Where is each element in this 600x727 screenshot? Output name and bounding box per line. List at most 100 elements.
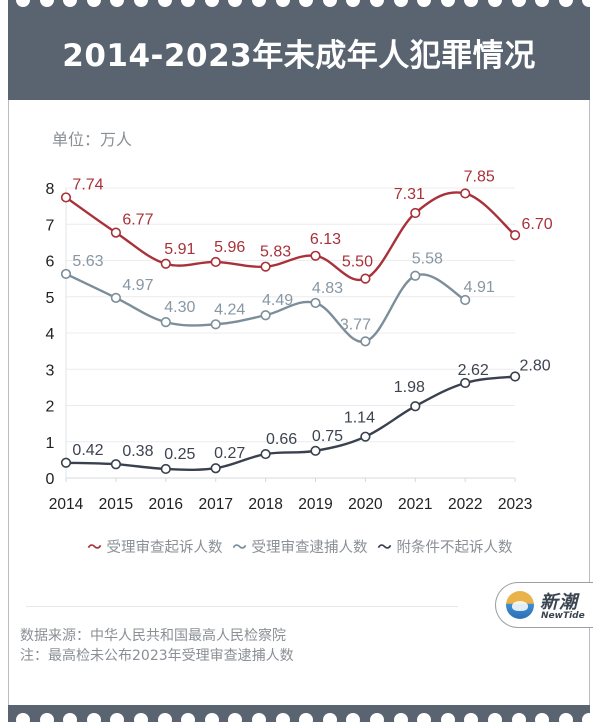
wave-icon: 〜 <box>87 539 102 556</box>
data-label: 0.25 <box>164 446 195 463</box>
perforation-hole <box>181 713 196 727</box>
data-label: 4.24 <box>214 301 245 318</box>
perforation-hole <box>275 0 290 7</box>
data-point <box>160 463 171 475</box>
x-tick-label: 2016 <box>149 496 183 513</box>
perforation-hole <box>63 0 78 7</box>
data-point <box>410 401 421 412</box>
y-tick-label: 1 <box>46 435 55 452</box>
perforation-hole <box>228 713 243 727</box>
y-tick-label: 3 <box>46 362 55 379</box>
perforation-hole <box>299 0 314 7</box>
data-label: 4.83 <box>312 280 343 297</box>
x-tick-label: 2020 <box>348 496 383 513</box>
chart-legend: 〜 受理审查起诉人数 〜 受理审查逮捕人数 〜 附条件不起诉人数 <box>0 536 600 557</box>
data-label: 5.83 <box>260 244 291 261</box>
data-label: 0.42 <box>72 442 103 459</box>
header-band <box>8 0 590 100</box>
legend-item-arrest[interactable]: 〜 受理审查逮捕人数 <box>233 536 368 557</box>
perforation-hole <box>110 713 125 727</box>
data-label: 4.97 <box>122 277 153 294</box>
data-point <box>509 371 521 382</box>
data-point <box>210 463 221 474</box>
perforation-hole <box>558 713 573 727</box>
data-label: 5.63 <box>72 253 103 270</box>
perforation-hole <box>204 713 219 727</box>
y-tick-label: 5 <box>46 290 55 307</box>
note-line: 注：最高检未公布2023年受理审查逮捕人数 <box>20 648 294 664</box>
perforation-hole <box>16 0 30 7</box>
legend-label: 受理审查逮捕人数 <box>251 540 368 556</box>
data-point <box>260 310 271 321</box>
x-tick-label: 2021 <box>398 496 432 513</box>
perforation-hole <box>440 713 455 727</box>
data-point <box>360 273 371 284</box>
series-line <box>64 375 517 472</box>
data-point <box>110 292 121 303</box>
logo-text-en: NewTide <box>541 611 585 621</box>
perforation-hole <box>322 713 337 727</box>
data-label: 0.75 <box>312 428 343 445</box>
perforation-hole <box>275 713 290 727</box>
perforation-hole <box>204 0 219 7</box>
data-point <box>460 377 471 389</box>
y-tick-label: 0 <box>46 471 55 488</box>
data-point <box>60 192 72 203</box>
perforation-hole <box>558 0 573 7</box>
card-frame <box>8 0 590 722</box>
x-tick-label: 2017 <box>198 496 232 513</box>
data-label: 6.77 <box>122 212 153 229</box>
legend-item-conditional[interactable]: 〜 附条件不起诉人数 <box>378 536 513 557</box>
perforation-hole <box>417 0 432 7</box>
legend-item-prosecution[interactable]: 〜 受理审查起诉人数 <box>88 536 223 557</box>
y-tick-label: 7 <box>46 217 55 234</box>
data-point <box>310 250 321 261</box>
divider <box>26 606 458 607</box>
perforation-hole <box>299 713 314 727</box>
data-label: 4.30 <box>164 299 195 316</box>
perforation-hole <box>86 713 101 727</box>
data-label: 0.66 <box>266 431 297 448</box>
data-label: 2.80 <box>520 358 551 375</box>
y-tick-label: 2 <box>46 399 55 416</box>
logo-text-cn: 新潮 <box>540 592 578 613</box>
data-point <box>260 261 271 272</box>
perforation-hole <box>134 713 148 727</box>
page-title: 2014-2023年未成年人犯罪情况 <box>62 38 536 74</box>
perforation-hole <box>370 0 384 7</box>
legend-label: 附条件不起诉人数 <box>396 540 513 556</box>
x-tick-label: 2023 <box>498 496 532 513</box>
y-tick-label: 6 <box>46 254 55 271</box>
data-point <box>410 207 421 219</box>
perforation-hole <box>252 0 266 7</box>
data-label: 7.85 <box>464 168 495 185</box>
data-point <box>460 294 471 306</box>
data-point <box>110 227 121 238</box>
data-label: 5.50 <box>342 254 373 271</box>
x-tick-label: 2015 <box>99 496 133 513</box>
perforation-hole <box>464 713 479 727</box>
wave-icon: 〜 <box>377 539 392 556</box>
perforation-hole <box>346 713 361 727</box>
data-point <box>210 256 221 268</box>
perforation-hole <box>39 713 54 727</box>
perforation-hole <box>488 713 502 727</box>
perforation-hole <box>582 0 590 7</box>
data-label: 7.74 <box>72 176 103 193</box>
wave-logo-icon <box>506 591 534 619</box>
perforation-hole <box>252 713 266 727</box>
data-point <box>260 448 271 460</box>
data-point <box>110 459 121 470</box>
perforation-hole <box>86 0 101 7</box>
data-label: 0.38 <box>122 443 153 460</box>
data-point <box>60 268 72 280</box>
perforation-hole <box>181 0 196 7</box>
x-tick-label: 2022 <box>448 496 482 513</box>
perforation-hole <box>464 0 479 7</box>
data-point <box>360 431 371 442</box>
perforation-hole <box>535 713 550 727</box>
x-tick-label: 2018 <box>248 496 282 513</box>
data-label: 4.91 <box>464 279 495 296</box>
perforation-hole <box>440 0 455 7</box>
data-point <box>210 319 221 330</box>
